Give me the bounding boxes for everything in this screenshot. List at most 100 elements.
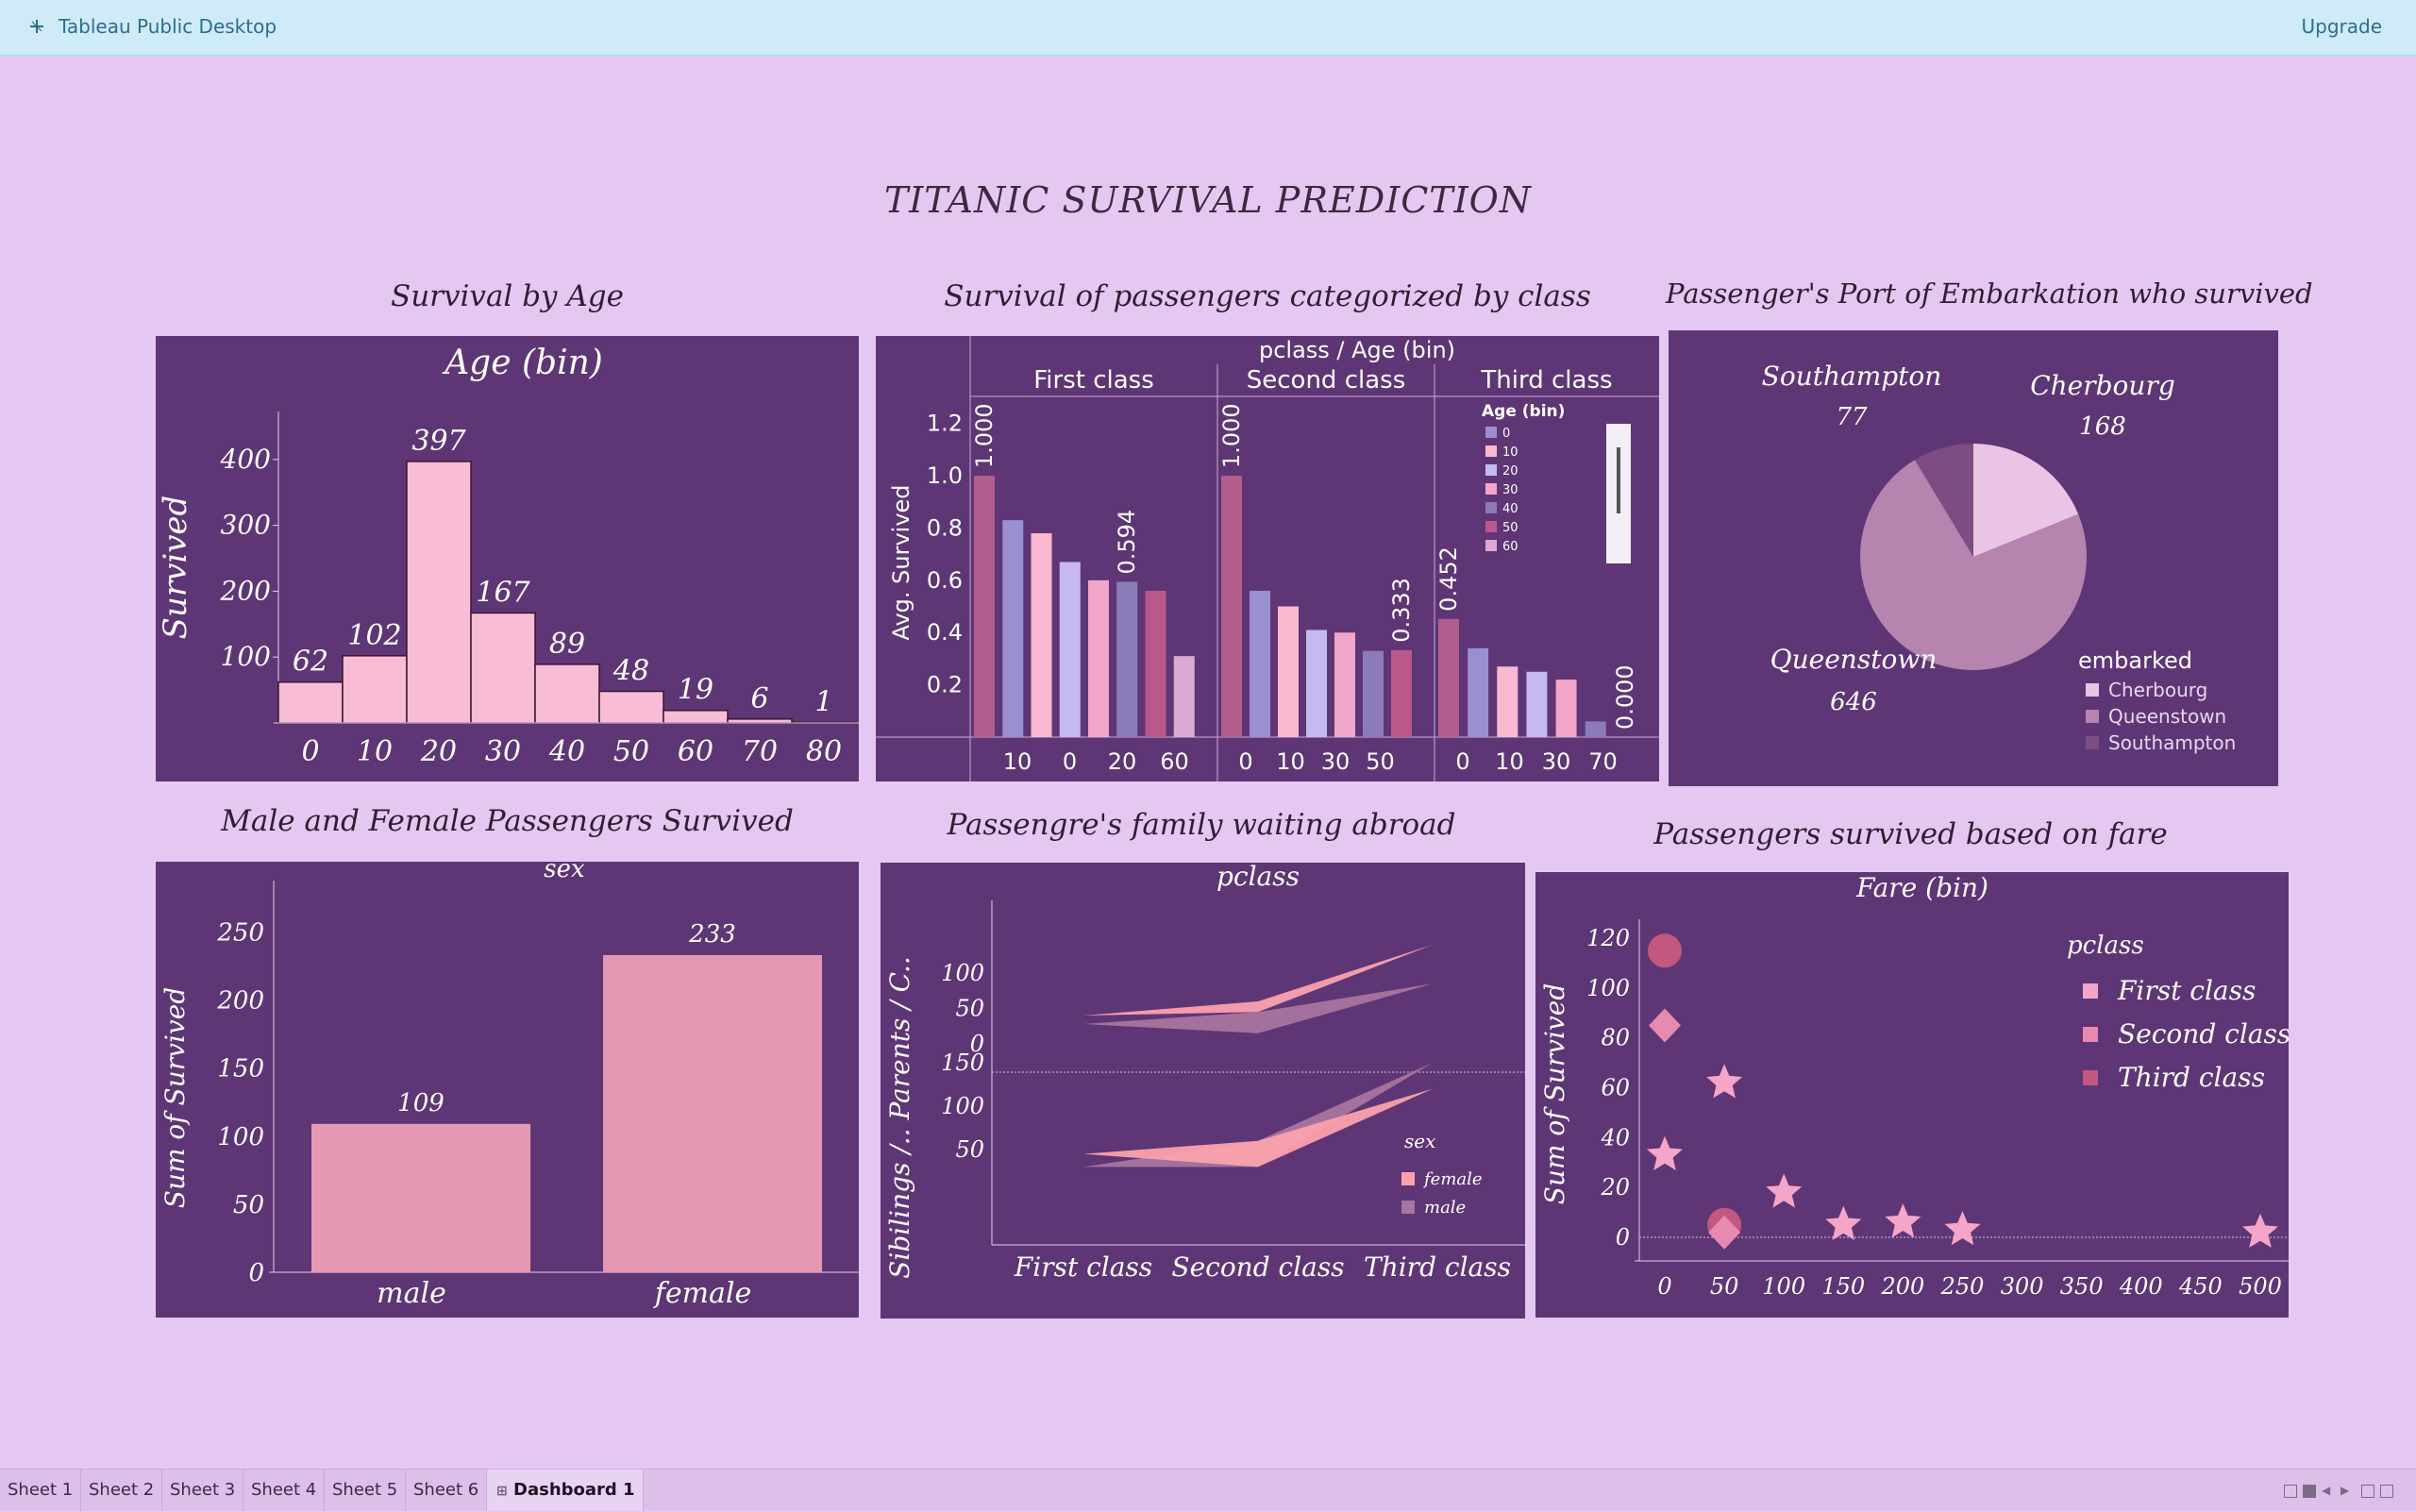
class-legend-swatch-10 (1485, 445, 1497, 457)
class-bar-0-3 (1059, 562, 1081, 737)
age-x-tick-80: 80 (806, 735, 842, 768)
family-chart-title: Passengre's family waiting abroad (947, 808, 1456, 842)
sex-y-tick-250: 250 (216, 918, 264, 947)
tab-dashboard-1[interactable]: ⊞ Dashboard 1 (487, 1470, 644, 1511)
fare-x-tick-100: 100 (1762, 1273, 1805, 1300)
class-y-tick-0.6: 0.6 (927, 567, 963, 594)
class-bar-0-2 (1031, 533, 1052, 737)
age-bar-label-10: 102 (347, 619, 401, 652)
class-x-tick-2-1: 10 (1495, 748, 1524, 775)
class-bar-label-0-5: 0.594 (1114, 510, 1140, 575)
filmstrip-icon[interactable] (2303, 1485, 2316, 1498)
prev-tab-icon[interactable]: ◀ (2322, 1484, 2331, 1497)
next-tab-icon[interactable]: ▶ (2340, 1484, 2350, 1497)
fare-chart-panel[interactable]: Fare (bin) Sum of Survived 0 20 40 60 80 100 120… (1535, 872, 2289, 1318)
family-chart-panel[interactable]: pclass Sibilings /.. Parents / C.. 0 50 100 5… (881, 863, 1525, 1319)
class-x-tick-0-1: 0 (1063, 748, 1077, 775)
age-bar-40 (534, 664, 600, 724)
age-bar-label-80: 1 (814, 685, 832, 718)
status-bar-icons: ◀ ▶ (2284, 1485, 2397, 1498)
class-bar-0-7 (1173, 656, 1195, 737)
class-bar-0-1 (1002, 520, 1024, 737)
fare-chart: Fare (bin) Sum of Survived 0 20 40 60 80 100 120… (1539, 872, 2289, 1300)
family-top-y-tick-100: 100 (941, 960, 984, 986)
fare-point-second-class-0 (1649, 1008, 1681, 1043)
class-bar-0-0 (974, 476, 995, 737)
legend-scrollbar-thumb (1617, 447, 1620, 513)
tab-sheet-6[interactable]: Sheet 6 (406, 1470, 488, 1511)
fare-y-tick-80: 80 (1601, 1025, 1630, 1051)
sex-bar-female (603, 954, 822, 1272)
class-legend-label-50: 50 (1502, 521, 1518, 535)
fare-point-second-class-1 (1708, 1215, 1741, 1250)
age-y-axis-title: Survived (157, 496, 194, 640)
show-sheets-icon[interactable] (2284, 1485, 2297, 1498)
class-y-tick-1.0: 1.0 (927, 462, 963, 489)
age-x-tick-10: 10 (357, 735, 393, 768)
family-top-area-female (1083, 945, 1433, 1016)
sex-y-tick-150: 150 (217, 1055, 264, 1084)
family-legend-title: sex (1404, 1130, 1435, 1152)
class-legend-swatch-20 (1485, 464, 1497, 476)
fullscreen-icon[interactable] (2380, 1485, 2393, 1498)
upgrade-link[interactable]: Upgrade (2301, 15, 2382, 38)
port-chart-title: Passenger's Port of Embarkation who surv… (1666, 277, 2313, 310)
class-legend-label-30: 30 (1502, 483, 1518, 497)
family-bottom-y-tick-150: 150 (941, 1050, 984, 1076)
age-bar-0 (277, 680, 344, 724)
fare-legend-title: pclass (2067, 932, 2144, 960)
tab-sheet-5[interactable]: Sheet 5 (325, 1470, 407, 1511)
age-y-tick-100: 100 (221, 641, 271, 672)
class-x-tick-1-3: 50 (1366, 748, 1395, 775)
fare-point-first-class-3 (1825, 1205, 1862, 1240)
class-bar-1-1 (1250, 590, 1270, 737)
fare-legend-swatch-1 (2083, 1027, 2098, 1042)
fare-x-tick-450: 450 (2178, 1273, 2223, 1300)
class-x-tick-2-3: 70 (1588, 748, 1618, 775)
class-bar-1-4 (1334, 632, 1355, 737)
tab-sheet-3[interactable]: Sheet 3 (162, 1470, 244, 1511)
family-y-axis-title: Sibilings /.. Parents / C.. (884, 956, 915, 1279)
class-legend-label-0: 0 (1502, 427, 1510, 441)
age-chart-title: Survival by Age (390, 279, 624, 313)
age-y-tick-300: 300 (221, 510, 271, 541)
age-x-tick-30: 30 (485, 735, 521, 768)
port-legend-swatch-cherbourg (2086, 683, 2099, 697)
port-chart-panel[interactable]: Cherbourg 168 Queenstown 646 Southampton 77 em… (1669, 330, 2278, 786)
class-bar-0-5 (1116, 581, 1138, 737)
tab-sheet-4[interactable]: Sheet 4 (243, 1470, 326, 1511)
pie-slice-southampton (1914, 444, 1973, 557)
class-x-tick-2-0: 0 (1455, 748, 1469, 775)
family-header: pclass (1216, 863, 1300, 892)
family-chart: pclass Sibilings /.. Parents / C.. 0 50 100 5… (884, 863, 1525, 1283)
class-bar-1-5 (1363, 650, 1384, 737)
class-chart-panel[interactable]: pclass / Age (bin) Avg. Survived 0.2 0.4 0.6… (876, 336, 1659, 781)
fare-legend-swatch-2 (2083, 1070, 2098, 1085)
port-legend-swatch-queenstown (2086, 710, 2099, 723)
fare-point-first-class-1 (1706, 1064, 1743, 1099)
tab-sheet-2[interactable]: Sheet 2 (81, 1470, 163, 1511)
age-bar-label-0: 62 (293, 646, 328, 679)
family-bottom-y-tick-50: 50 (955, 1136, 984, 1163)
sex-chart-panel[interactable]: sex Sum of Survived 0 50 100 150 200 250 109 male… (156, 862, 859, 1318)
family-top-area-male (1083, 983, 1433, 1033)
class-bar-0-4 (1088, 580, 1109, 737)
age-x-tick-20: 20 (420, 735, 457, 768)
tab-sheet-1[interactable]: Sheet 1 (0, 1470, 82, 1511)
fare-legend-label-2: Third class (2118, 1062, 2265, 1093)
sex-chart: sex Sum of Survived 0 50 100 150 200 250 109 male… (159, 862, 859, 1310)
class-bar-2-5 (1585, 721, 1606, 737)
port-legend-label-southampton: Southampton (2108, 731, 2236, 754)
fare-point-first-class-6 (2242, 1213, 2278, 1248)
family-x-tick-1: Second class (1171, 1252, 1344, 1283)
class-legend-label-60: 60 (1502, 540, 1518, 554)
age-chart-panel[interactable]: Age (bin) Survived 100 200 300 400 62 0 102 10 397… (156, 336, 859, 781)
tab-dashboard-1-label: Dashboard 1 (513, 1480, 635, 1500)
age-x-tick-0: 0 (301, 735, 319, 768)
fare-point-third-class-0 (1648, 933, 1682, 968)
sex-y-axis-title: Sum of Survived (159, 987, 191, 1208)
age-y-tick-200: 200 (220, 575, 271, 606)
family-legend-swatch-female (1401, 1172, 1415, 1185)
class-bar-2-4 (1555, 680, 1577, 737)
presentation-icon[interactable] (2361, 1485, 2374, 1498)
